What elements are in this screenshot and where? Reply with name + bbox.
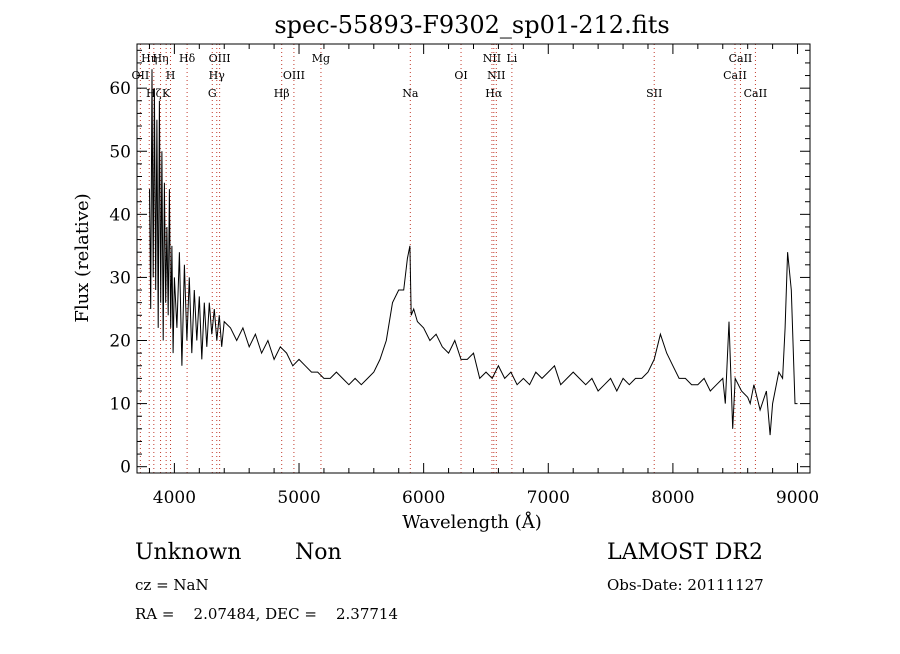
axis-ticks: 4000 5000 6000 7000 8000 9000 0 10 20 30 40 50 60 [109,44,819,508]
spectral-line-label: K [162,87,171,100]
spectral-line-label: Hγ [209,69,226,82]
spectral-line-label: SII [646,87,662,100]
survey-name: LAMOST DR2 [607,540,763,565]
spectral-line-label: NII [483,52,501,65]
spectral-line-label: Hη [141,52,157,65]
chart-title: spec-55893-F9302_sp01-212.fits [274,11,669,39]
spectral-line-label: Hη [152,52,168,65]
y-axis-label: Flux (relative) [72,193,93,322]
spectral-line-label: Hα [485,87,503,100]
y-tick-label: 30 [109,268,131,288]
y-tick-label: 60 [109,79,131,99]
spectral-line-label: CaII [729,52,753,65]
x-tick-label: 8000 [651,488,694,508]
redshift-cz: cz = NaN [135,576,209,594]
x-axis-label: Wavelength (Å) [402,511,542,533]
spectral-line-label: Hζ [146,87,162,100]
spectral-line-label: NII [487,69,505,82]
object-subclass: Non [295,540,342,565]
spectral-line-label: OI [454,69,467,82]
spectral-line-label: Na [402,87,419,100]
y-tick-label: 50 [109,142,131,162]
object-class: Unknown [135,540,242,565]
plot-frame [136,43,811,474]
observation-date: Obs-Date: 20111127 [607,576,764,594]
y-tick-label: 40 [109,205,131,225]
x-tick-label: 9000 [776,488,819,508]
spectral-line-markers: OIIHηHζHηKHHδGHγOIIIHβOIIIMgNaOINIIHαNII… [132,44,768,473]
spectral-line-label: H [166,69,176,82]
spectrum-series-line [149,69,798,436]
y-tick-label: 10 [109,395,131,415]
spectral-line-label: CaII [723,69,747,82]
x-tick-label: 7000 [527,488,570,508]
y-tick-label: 20 [109,332,131,352]
ra-dec: RA = 2.07484, DEC = 2.37714 [135,605,398,623]
spectral-line-label: OIII [283,69,305,82]
spectral-line-label: Hδ [179,52,196,65]
spectral-line-label: OIII [209,52,231,65]
x-tick-label: 6000 [402,488,445,508]
x-tick-label: 4000 [153,488,196,508]
spectral-line-label: CaII [744,87,768,100]
spectral-line-label: G [208,87,217,100]
x-tick-label: 5000 [277,488,320,508]
spectral-line-label: Mg [312,52,330,65]
spectral-line-label: Hβ [274,87,290,100]
y-tick-label: 0 [120,458,131,478]
spectral-line-label: Li [506,52,517,65]
